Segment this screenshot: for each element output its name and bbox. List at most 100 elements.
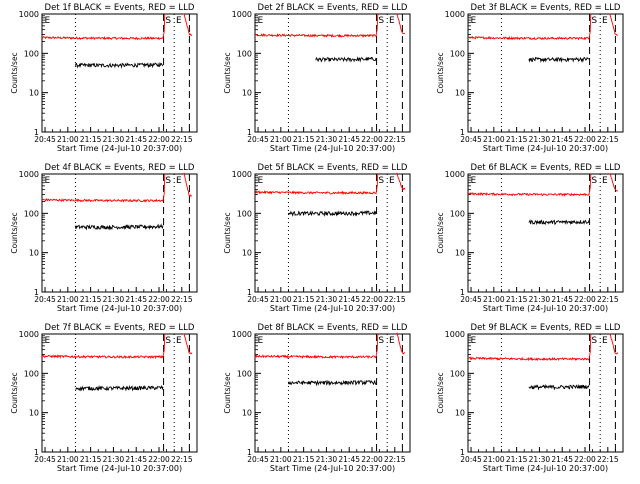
x-tick-label: 22:00 [361,135,383,144]
series-events [74,61,164,69]
x-tick-label: 22:00 [574,295,596,304]
x-tick-label: 21:30 [103,295,125,304]
series-lld-pre [41,13,166,41]
x-tick-label: 21:30 [529,295,551,304]
x-tick-label: 22:15 [171,135,193,144]
x-tick-label: 22:00 [148,455,170,464]
x-tick-label: 21:30 [103,455,125,464]
series-lld-post [395,332,406,355]
x-tick-label: 22:15 [171,295,193,304]
marker-label-s: S [378,336,384,346]
x-axis-label: Start Time (24-Jul-10 20:37:00) [57,304,182,313]
x-tick-label: 21:15 [506,135,528,144]
x-tick-label: 20:45 [460,455,482,464]
series-events [528,383,590,391]
y-tick-label: 100 [450,209,465,218]
y-tick-label: 10 [29,249,39,258]
y-tick-label: 100 [450,49,465,58]
x-tick-label: 21:30 [529,455,551,464]
series-lld-post [183,333,193,355]
x-tick-label: 22:00 [574,455,596,464]
y-tick-label: 1 [460,128,465,137]
x-tick-label: 22:00 [361,295,383,304]
y-tick-label: 1 [247,128,252,137]
series-events [315,56,377,63]
series-lld-pre [467,333,592,362]
y-tick-label: 1 [34,128,39,137]
axes-frame [41,173,198,293]
y-tick-label: 1000 [19,330,39,339]
y-axis-label: Counts/sec [10,372,19,413]
y-axis-label: Counts/sec [223,372,232,413]
x-tick-label: 21:00 [483,455,505,464]
panel-det-5f: Det 5f BLACK = Events, RED = LLD 1 10 100 10… [223,163,411,313]
x-axis-label: Start Time (24-Jul-10 20:37:00) [57,464,182,473]
series-lld-post [609,172,619,192]
x-tick-label: 21:00 [270,295,292,304]
series-lld-pre [467,173,592,197]
series-events [528,56,590,64]
x-tick-label: 21:45 [338,295,360,304]
x-tick-label: 22:00 [148,135,170,144]
axes-frame [467,333,624,453]
marker-label-e-left: E [45,336,51,346]
x-tick-label: 21:45 [551,455,573,464]
marker-label-e-left: E [45,176,51,186]
x-tick-label: 20:45 [247,135,269,144]
y-tick-label: 10 [29,409,39,418]
x-tick-label: 22:15 [171,455,193,464]
marker-label-s: S [165,16,171,26]
marker-label-e-right: E [389,176,395,186]
panel-det-4f: Det 4f BLACK = Events, RED = LLD 1 10 100 10… [10,163,198,313]
y-tick-label: 100 [237,369,252,378]
y-tick-label: 10 [242,89,252,98]
series-lld-post [183,172,193,197]
y-tick-label: 1000 [232,170,252,179]
x-axis-label: Start Time (24-Jul-10 20:37:00) [483,304,608,313]
x-tick-label: 21:15 [293,295,315,304]
x-tick-label: 21:45 [551,295,573,304]
y-tick-label: 1000 [232,330,252,339]
marker-label-e-left: E [471,16,477,26]
marker-label-e-right: E [389,336,395,346]
x-tick-label: 20:45 [34,455,56,464]
marker-label-s: S [165,336,171,346]
x-tick-label: 22:15 [384,135,406,144]
y-tick-label: 100 [237,49,252,58]
marker-label-e-right: E [389,16,395,26]
y-tick-label: 1 [34,448,39,457]
x-tick-label: 21:00 [57,295,79,304]
y-tick-label: 100 [24,209,39,218]
y-tick-label: 10 [29,89,39,98]
x-tick-label: 21:00 [270,455,292,464]
x-axis-label: Start Time (24-Jul-10 20:37:00) [270,144,395,153]
x-tick-label: 21:15 [80,455,102,464]
x-tick-label: 21:00 [483,135,505,144]
marker-label-e-left: E [258,336,264,346]
series-lld-post [609,333,619,355]
y-axis-label: Counts/sec [10,212,19,253]
marker-label-s: S [591,336,597,346]
x-tick-label: 21:15 [80,135,102,144]
series-lld-post [183,13,193,36]
y-tick-label: 10 [242,409,252,418]
marker-label-s: S [378,176,384,186]
panel-det-6f: Det 6f BLACK = Events, RED = LLD 1 10 100 10… [436,163,624,313]
x-tick-label: 21:45 [338,135,360,144]
y-tick-label: 1000 [445,10,465,19]
x-tick-label: 21:00 [57,455,79,464]
marker-label-e-right: E [176,176,182,186]
y-tick-label: 10 [242,249,252,258]
x-tick-label: 21:45 [338,455,360,464]
x-tick-label: 21:15 [293,455,315,464]
x-tick-label: 21:00 [270,135,292,144]
panel-title: Det 6f BLACK = Events, RED = LLD [471,163,621,173]
x-tick-label: 21:15 [293,135,315,144]
x-tick-label: 22:15 [597,295,619,304]
y-tick-label: 1000 [445,170,465,179]
x-tick-label: 21:45 [125,295,147,304]
y-tick-label: 10 [455,89,465,98]
x-tick-label: 21:45 [125,455,147,464]
x-axis-label: Start Time (24-Jul-10 20:37:00) [483,144,608,153]
marker-label-e-right: E [602,176,608,186]
